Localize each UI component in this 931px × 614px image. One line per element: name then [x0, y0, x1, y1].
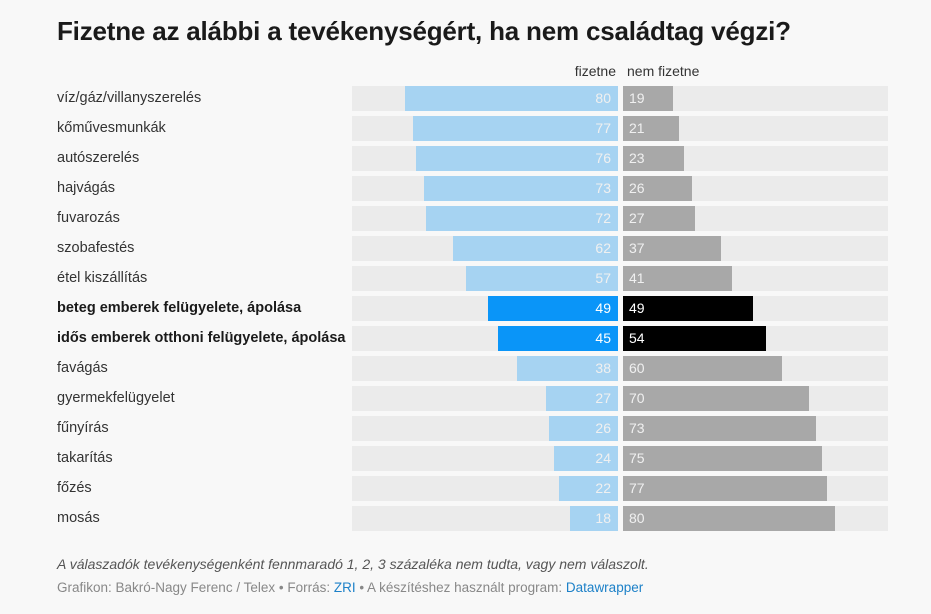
value-label-nem-fizetne: 23: [629, 150, 645, 166]
bar-fizetne: [487, 296, 618, 321]
bar-nem-fizetne: [623, 176, 692, 201]
legend-fizetne: fizetne: [574, 63, 616, 79]
bar-nem-fizetne: [623, 236, 722, 261]
bar-fizetne: [405, 86, 618, 111]
row-label: favágás: [57, 360, 108, 376]
value-label-fizetne: 73: [595, 180, 611, 196]
value-label-fizetne: 26: [595, 420, 611, 436]
byline-prefix: Grafikon: Bakró-Nagy Ferenc / Telex • Fo…: [57, 580, 334, 595]
chart-title: Fizetne az alábbi a tevékenységért, ha n…: [57, 16, 791, 46]
bar-nem-fizetne: [623, 116, 679, 141]
row-label: gyermekfelügyelet: [57, 390, 175, 406]
value-label-fizetne: 57: [595, 270, 611, 286]
bar-nem-fizetne: [623, 86, 674, 111]
bar-fizetne: [466, 266, 618, 291]
bar-nem-fizetne: [623, 386, 809, 411]
value-label-fizetne: 77: [595, 120, 611, 136]
value-label-fizetne: 18: [595, 510, 611, 526]
byline: Grafikon: Bakró-Nagy Ferenc / Telex • Fo…: [57, 580, 643, 595]
bar-fizetne: [413, 116, 618, 141]
value-label-nem-fizetne: 26: [629, 180, 645, 196]
value-label-nem-fizetne: 77: [629, 480, 645, 496]
bar-fizetne: [426, 206, 618, 231]
value-label-nem-fizetne: 54: [629, 330, 645, 346]
bar-nem-fizetne: [623, 506, 835, 531]
source-link[interactable]: ZRI: [333, 580, 356, 595]
row-label: szobafestés: [57, 240, 135, 256]
value-label-nem-fizetne: 80: [629, 510, 645, 526]
legend-nem-fizetne: nem fizetne: [627, 63, 700, 79]
row-label: mosás: [57, 510, 100, 526]
value-label-fizetne: 76: [595, 150, 611, 166]
row-label: hajvágás: [57, 180, 116, 196]
bar-nem-fizetne: [623, 326, 767, 351]
value-label-fizetne: 80: [595, 90, 611, 106]
bar-nem-fizetne: [623, 296, 753, 321]
bar-fizetne: [559, 476, 618, 501]
value-label-nem-fizetne: 27: [629, 210, 645, 226]
value-label-nem-fizetne: 41: [629, 270, 645, 286]
value-label-nem-fizetne: 21: [629, 120, 645, 136]
value-label-nem-fizetne: 73: [629, 420, 645, 436]
bar-fizetne: [548, 416, 618, 441]
bar-fizetne: [498, 326, 618, 351]
bar-fizetne: [415, 146, 618, 171]
value-label-fizetne: 22: [595, 480, 611, 496]
row-label: idős emberek otthoni felügyelete, ápolás…: [57, 330, 346, 346]
bar-fizetne: [516, 356, 618, 381]
row-label: beteg emberek felügyelete, ápolása: [57, 300, 302, 316]
bar-fizetne: [554, 446, 618, 471]
row-label: kőművesmunkák: [57, 120, 166, 136]
bar-fizetne: [570, 506, 618, 531]
row-label: autószerelés: [57, 150, 140, 166]
value-label-fizetne: 27: [595, 390, 611, 406]
bar-nem-fizetne: [623, 206, 695, 231]
datawrapper-link[interactable]: Datawrapper: [565, 580, 644, 595]
value-label-nem-fizetne: 49: [629, 300, 645, 316]
row-label: főzés: [57, 480, 92, 496]
bar-nem-fizetne: [623, 146, 684, 171]
row-label: víz/gáz/villanyszerelés: [57, 90, 202, 106]
bar-fizetne: [423, 176, 618, 201]
value-label-fizetne: 24: [595, 450, 611, 466]
value-label-nem-fizetne: 70: [629, 390, 645, 406]
row-label: fűnyírás: [57, 420, 109, 436]
value-label-fizetne: 38: [595, 360, 611, 376]
row-label: takarítás: [57, 450, 113, 466]
bar-fizetne: [453, 236, 618, 261]
bar-nem-fizetne: [623, 416, 817, 441]
value-label-nem-fizetne: 75: [629, 450, 645, 466]
value-label-fizetne: 72: [595, 210, 611, 226]
value-label-nem-fizetne: 37: [629, 240, 645, 256]
row-label: étel kiszállítás: [57, 270, 148, 286]
bar-nem-fizetne: [623, 446, 822, 471]
value-label-fizetne: 62: [595, 240, 611, 256]
chart-notes: A válaszadók tevékenységenként fennmarad…: [57, 556, 649, 572]
byline-middle: • A készítéshez használt program:: [355, 580, 566, 595]
bar-nem-fizetne: [623, 266, 732, 291]
value-label-nem-fizetne: 60: [629, 360, 645, 376]
bar-fizetne: [546, 386, 618, 411]
row-label: fuvarozás: [57, 210, 120, 226]
bar-nem-fizetne: [623, 356, 782, 381]
value-label-fizetne: 49: [595, 300, 611, 316]
bar-nem-fizetne: [623, 476, 828, 501]
value-label-nem-fizetne: 19: [629, 90, 645, 106]
value-label-fizetne: 45: [595, 330, 611, 346]
